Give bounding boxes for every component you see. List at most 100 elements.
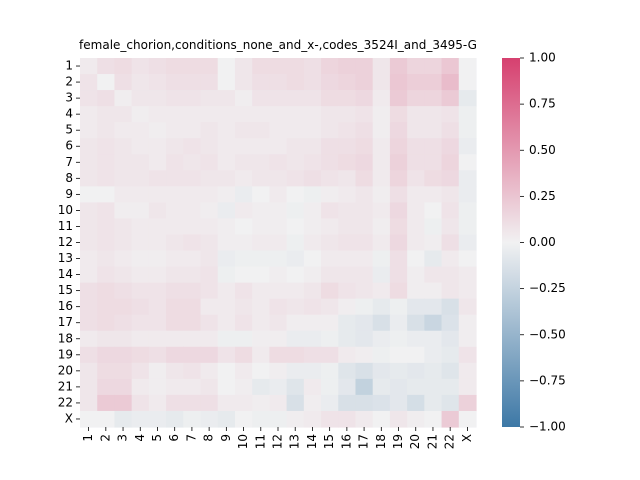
heatmap-cell xyxy=(131,282,150,300)
heatmap-cell xyxy=(166,330,184,348)
heatmap-cell xyxy=(389,74,408,91)
heatmap-cell xyxy=(321,106,339,123)
heatmap-cell xyxy=(252,362,270,380)
x-tick-label: 14 xyxy=(305,434,319,449)
heatmap-cell xyxy=(286,266,305,284)
heatmap-cell xyxy=(183,330,202,348)
heatmap-cell xyxy=(389,154,408,171)
heatmap-cell xyxy=(97,234,116,252)
heatmap-cell xyxy=(114,330,133,348)
heatmap-cell xyxy=(303,346,322,364)
heatmap-cell xyxy=(183,346,202,364)
heatmap-cell xyxy=(286,394,305,412)
heatmap-cell xyxy=(407,298,425,316)
heatmap-cell xyxy=(321,250,339,268)
heatmap-cell xyxy=(234,314,253,332)
heatmap-cell xyxy=(148,186,167,203)
heatmap-cell xyxy=(338,106,357,123)
heatmap-cell xyxy=(131,58,150,75)
heatmap-cell xyxy=(217,138,236,155)
heatmap-cell xyxy=(458,170,477,187)
x-tick-label: 3 xyxy=(116,434,130,442)
colorbar-tick-label: 0.00 xyxy=(529,235,556,249)
heatmap-cell xyxy=(148,282,167,300)
heatmap-cell xyxy=(303,74,322,91)
colorbar-tick-label: −0.75 xyxy=(529,373,566,387)
heatmap-cell xyxy=(355,186,374,203)
heatmap-cell xyxy=(166,218,184,236)
heatmap-cell xyxy=(355,154,374,171)
heatmap-cell xyxy=(183,298,202,316)
heatmap-cell xyxy=(424,58,443,75)
heatmap-cell xyxy=(372,106,391,123)
heatmap-cell xyxy=(441,298,460,316)
heatmap-cell xyxy=(148,74,167,91)
heatmap-cell xyxy=(183,250,202,268)
heatmap-cell xyxy=(303,266,322,284)
heatmap-cell xyxy=(441,58,460,75)
heatmap-cell xyxy=(424,330,443,348)
heatmap-cell xyxy=(458,282,477,300)
heatmap-cell xyxy=(441,74,460,91)
heatmap-cell xyxy=(389,346,408,364)
heatmap-cell xyxy=(252,298,270,316)
heatmap-cell xyxy=(424,298,443,316)
heatmap-cell xyxy=(269,218,288,236)
heatmap-cell xyxy=(234,74,253,91)
heatmap-cell xyxy=(97,218,116,236)
heatmap-cell xyxy=(286,202,305,220)
heatmap-cell xyxy=(114,234,133,252)
heatmap-cell xyxy=(355,138,374,155)
heatmap-cell xyxy=(286,346,305,364)
heatmap-cell xyxy=(234,298,253,316)
heatmap-cell xyxy=(338,202,357,220)
heatmap-cell xyxy=(166,90,184,107)
heatmap-cell xyxy=(372,202,391,220)
heatmap-cell xyxy=(303,138,322,155)
heatmap-cell xyxy=(441,346,460,364)
heatmap-cell xyxy=(148,90,167,107)
heatmap-cell xyxy=(131,202,150,220)
heatmap-cell xyxy=(80,234,98,252)
heatmap-cell xyxy=(252,122,270,139)
heatmap-cell xyxy=(200,266,219,284)
heatmap-cell xyxy=(355,170,374,187)
heatmap-cell xyxy=(80,138,98,155)
heatmap-cell xyxy=(269,362,288,380)
colorbar xyxy=(502,58,520,427)
heatmap-cell xyxy=(372,186,391,203)
heatmap-cell xyxy=(252,410,270,428)
heatmap-cell xyxy=(252,186,270,203)
y-tick-label: 19 xyxy=(58,347,73,361)
heatmap-cell xyxy=(389,58,408,75)
y-tick-label: 4 xyxy=(65,107,73,121)
heatmap-cell xyxy=(389,138,408,155)
heatmap-cell xyxy=(424,314,443,332)
chart-title: female_chorion,conditions_none_and_x-,co… xyxy=(79,38,477,52)
heatmap-cell xyxy=(148,218,167,236)
heatmap-cell xyxy=(97,170,116,187)
x-tick-label: 8 xyxy=(202,434,216,442)
heatmap-cell xyxy=(200,74,219,91)
heatmap-cell xyxy=(338,250,357,268)
heatmap-cell xyxy=(286,314,305,332)
heatmap-cell xyxy=(286,106,305,123)
heatmap-cell xyxy=(114,202,133,220)
heatmap-cell xyxy=(441,394,460,412)
heatmap-cell xyxy=(114,298,133,316)
x-tick-label: 4 xyxy=(133,434,147,442)
heatmap-cell xyxy=(80,106,98,123)
heatmap-cell xyxy=(338,266,357,284)
heatmap-cell xyxy=(97,154,116,171)
heatmap-cell xyxy=(166,410,184,428)
heatmap-cell xyxy=(321,298,339,316)
heatmap-cell xyxy=(286,58,305,75)
heatmap-cell xyxy=(355,106,374,123)
heatmap-cell xyxy=(355,218,374,236)
heatmap-cell xyxy=(131,330,150,348)
y-tick-label: 5 xyxy=(65,123,73,137)
heatmap-cell xyxy=(321,362,339,380)
heatmap-cell xyxy=(286,90,305,107)
heatmap-cell xyxy=(372,378,391,396)
heatmap-cell xyxy=(286,170,305,187)
